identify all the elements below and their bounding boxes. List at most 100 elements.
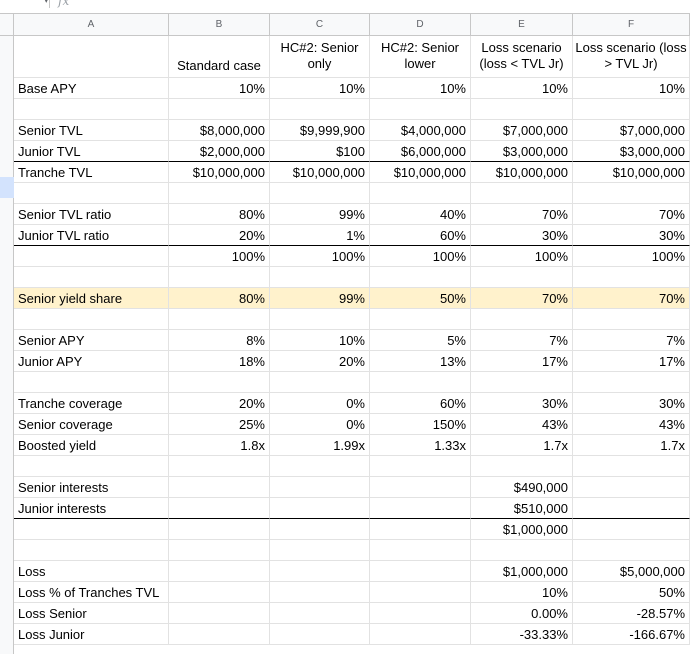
cell-a-senior_yield_share[interactable]: Senior yield share (14, 288, 169, 309)
cell-a-tranche_tvl[interactable]: Tranche TVL (14, 162, 169, 183)
cell-f-loss_senior[interactable]: -28.57% (573, 603, 690, 624)
cell-e-loss_pct[interactable]: 10% (471, 582, 573, 603)
cell-b-boosted[interactable]: 1.8x (169, 435, 270, 456)
cell-c-senior_int[interactable] (270, 477, 370, 498)
cell-c-blank6[interactable] (270, 456, 370, 477)
cell-a-junior_ratio[interactable]: Junior TVL ratio (14, 225, 169, 246)
cell-e-blank2[interactable] (471, 183, 573, 204)
cell-c-junior_int[interactable] (270, 498, 370, 519)
cell-b-blank1[interactable] (169, 99, 270, 120)
cell-f-senior_ratio[interactable]: 70% (573, 204, 690, 225)
cell-d-loss_junior[interactable] (370, 624, 471, 645)
cell-f-blank4[interactable] (573, 309, 690, 330)
cell-e-loss_junior[interactable]: -33.33% (471, 624, 573, 645)
cell-b-senior_int[interactable] (169, 477, 270, 498)
cell-a-blank6[interactable] (14, 456, 169, 477)
cell-f-blank2[interactable] (573, 183, 690, 204)
cell-e-base_apy[interactable]: 10% (471, 78, 573, 99)
column-header-c[interactable]: C (270, 14, 370, 36)
cell-e-blank5[interactable] (471, 372, 573, 393)
cell-d-blank7[interactable] (370, 540, 471, 561)
cell-e-senior_int[interactable]: $490,000 (471, 477, 573, 498)
cell-f-junior_ratio[interactable]: 30% (573, 225, 690, 246)
cell-e-blank3[interactable] (471, 267, 573, 288)
cell-b-senior_apy[interactable]: 8% (169, 330, 270, 351)
cell-a-blank2[interactable] (14, 183, 169, 204)
cell-e-senior_yield_share[interactable]: 70% (471, 288, 573, 309)
cell-a-tranche_cov[interactable]: Tranche coverage (14, 393, 169, 414)
cell-f-junior_tvl[interactable]: $3,000,000 (573, 141, 690, 162)
cell-b-blank3[interactable] (169, 267, 270, 288)
cell-b-blank7[interactable] (169, 540, 270, 561)
cell-a-blank3[interactable] (14, 267, 169, 288)
header-standard-case[interactable]: Standard case (169, 36, 270, 78)
cell-a-boosted[interactable]: Boosted yield (14, 435, 169, 456)
cell-a-blank7[interactable] (14, 540, 169, 561)
cell-b-senior_ratio[interactable]: 80% (169, 204, 270, 225)
cell-c-tranche_tvl[interactable]: $10,000,000 (270, 162, 370, 183)
cell-e-junior_ratio[interactable]: 30% (471, 225, 573, 246)
cell-c-blank5[interactable] (270, 372, 370, 393)
cell-a-senior_cov[interactable]: Senior coverage (14, 414, 169, 435)
cell-a-junior_int[interactable]: Junior interests (14, 498, 169, 519)
cell-c-loss[interactable] (270, 561, 370, 582)
cell-c-loss_junior[interactable] (270, 624, 370, 645)
row-gutter[interactable] (0, 36, 14, 654)
cell-e-blank4[interactable] (471, 309, 573, 330)
cell-a-loss[interactable]: Loss (14, 561, 169, 582)
cell-e-boosted[interactable]: 1.7x (471, 435, 573, 456)
cell-d-senior_ratio[interactable]: 40% (370, 204, 471, 225)
cell-b-loss[interactable] (169, 561, 270, 582)
cell-b-loss_senior[interactable] (169, 603, 270, 624)
cell-c-senior_ratio[interactable]: 99% (270, 204, 370, 225)
cell-a-junior_apy[interactable]: Junior APY (14, 351, 169, 372)
column-header-e[interactable]: E (471, 14, 573, 36)
select-all-corner[interactable] (0, 14, 14, 36)
cell-f-senior_yield_share[interactable]: 70% (573, 288, 690, 309)
column-header-f[interactable]: F (573, 14, 690, 36)
header-senior-only[interactable]: HC#2: Senior only (270, 36, 370, 78)
cell-c-blank1[interactable] (270, 99, 370, 120)
cell-f-blank7[interactable] (573, 540, 690, 561)
cell-d-blank6[interactable] (370, 456, 471, 477)
cell-e-senior_apy[interactable]: 7% (471, 330, 573, 351)
cell-a-senior_ratio[interactable]: Senior TVL ratio (14, 204, 169, 225)
cell-b-junior_tvl[interactable]: $2,000,000 (169, 141, 270, 162)
cell-c-blank2[interactable] (270, 183, 370, 204)
cell-b-junior_int[interactable] (169, 498, 270, 519)
cell-c-tranche_cov[interactable]: 0% (270, 393, 370, 414)
cell-e-blank6[interactable] (471, 456, 573, 477)
cell-b-tranche_tvl[interactable]: $10,000,000 (169, 162, 270, 183)
cell-d-blank3[interactable] (370, 267, 471, 288)
cell-e-junior_int[interactable]: $510,000 (471, 498, 573, 519)
cell-e-blank1[interactable] (471, 99, 573, 120)
cell-f-senior_cov[interactable]: 43% (573, 414, 690, 435)
cell-a-int_total[interactable] (14, 519, 169, 540)
cell-b-base_apy[interactable]: 10% (169, 78, 270, 99)
cell-b-senior_cov[interactable]: 25% (169, 414, 270, 435)
cell-f-blank3[interactable] (573, 267, 690, 288)
cell-f-loss_pct[interactable]: 50% (573, 582, 690, 603)
cell-c-senior_tvl[interactable]: $9,999,900 (270, 120, 370, 141)
cell-d-senior_cov[interactable]: 150% (370, 414, 471, 435)
cell-d-junior_apy[interactable]: 13% (370, 351, 471, 372)
cell-a-junior_tvl[interactable]: Junior TVL (14, 141, 169, 162)
cell-d-senior_tvl[interactable]: $4,000,000 (370, 120, 471, 141)
cell-e-loss_senior[interactable]: 0.00% (471, 603, 573, 624)
cell-b-junior_ratio[interactable]: 20% (169, 225, 270, 246)
cell-f-blank6[interactable] (573, 456, 690, 477)
cell-c-loss_pct[interactable] (270, 582, 370, 603)
cell-a1[interactable] (14, 36, 169, 78)
cell-b-blank4[interactable] (169, 309, 270, 330)
cell-d-blank2[interactable] (370, 183, 471, 204)
header-loss-gt-jr[interactable]: Loss scenario (loss > TVL Jr) (573, 36, 690, 78)
cell-d-base_apy[interactable]: 10% (370, 78, 471, 99)
cell-b-int_total[interactable] (169, 519, 270, 540)
cell-b-blank5[interactable] (169, 372, 270, 393)
cell-f-tranche_tvl[interactable]: $10,000,000 (573, 162, 690, 183)
cell-c-senior_cov[interactable]: 0% (270, 414, 370, 435)
cell-f-senior_tvl[interactable]: $7,000,000 (573, 120, 690, 141)
cell-e-loss[interactable]: $1,000,000 (471, 561, 573, 582)
cell-e-junior_tvl[interactable]: $3,000,000 (471, 141, 573, 162)
cell-d-boosted[interactable]: 1.33x (370, 435, 471, 456)
